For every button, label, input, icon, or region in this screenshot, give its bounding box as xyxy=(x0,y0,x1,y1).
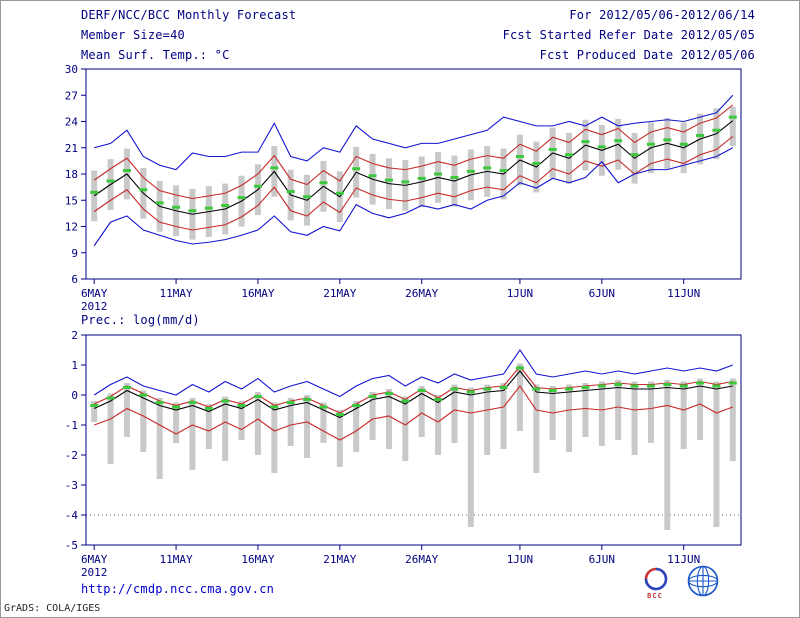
svg-text:11MAY: 11MAY xyxy=(160,553,193,566)
svg-text:-5: -5 xyxy=(65,539,78,552)
fcst-produced-date-label: Fcst Produced Date 2012/05/06 xyxy=(539,48,755,62)
svg-text:24: 24 xyxy=(65,116,79,129)
cma-ncc-logo xyxy=(685,563,721,599)
svg-text:11MAY: 11MAY xyxy=(160,287,193,300)
svg-text:26MAY: 26MAY xyxy=(405,553,438,566)
svg-text:0: 0 xyxy=(71,389,78,402)
precip-panel-label: Prec.: log(mm/d) xyxy=(81,313,200,327)
svg-text:-4: -4 xyxy=(65,509,79,522)
temperature-panel-label: Mean Surf. Temp.: °C xyxy=(81,48,230,62)
svg-text:21MAY: 21MAY xyxy=(323,287,356,300)
svg-text:6MAY: 6MAY xyxy=(81,287,108,300)
svg-text:6JUN: 6JUN xyxy=(589,287,616,300)
svg-text:21: 21 xyxy=(65,142,78,155)
svg-text:16MAY: 16MAY xyxy=(241,287,274,300)
svg-text:6JUN: 6JUN xyxy=(589,553,616,566)
svg-text:30: 30 xyxy=(65,63,78,76)
page-title: DERF/NCC/BCC Monthly Forecast xyxy=(81,8,297,22)
svg-text:11JUN: 11JUN xyxy=(667,553,700,566)
fcst-start-date-label: Fcst Started Refer Date 2012/05/05 xyxy=(502,28,755,42)
svg-text:6: 6 xyxy=(71,273,78,286)
svg-text:11JUN: 11JUN xyxy=(667,287,700,300)
svg-text:2012: 2012 xyxy=(81,300,108,313)
svg-text:-2: -2 xyxy=(65,449,78,462)
svg-text:15: 15 xyxy=(65,194,78,207)
svg-text:1JUN: 1JUN xyxy=(507,553,534,566)
svg-text:1JUN: 1JUN xyxy=(507,287,534,300)
member-size-label: Member Size=40 xyxy=(81,28,185,42)
svg-text:2: 2 xyxy=(71,329,78,342)
svg-text:2012: 2012 xyxy=(81,566,108,579)
forecast-period-label: For 2012/05/06-2012/06/14 xyxy=(569,8,755,22)
bcc-swirl-icon xyxy=(644,567,668,591)
svg-text:6MAY: 6MAY xyxy=(81,553,108,566)
bcc-logo-label: BCC xyxy=(647,592,663,600)
svg-text:16MAY: 16MAY xyxy=(241,553,274,566)
globe-icon xyxy=(687,565,719,597)
svg-text:1: 1 xyxy=(71,359,78,372)
svg-text:12: 12 xyxy=(65,221,78,234)
svg-text:9: 9 xyxy=(71,247,78,260)
bcc-logo: BCC xyxy=(640,566,670,600)
svg-text:-1: -1 xyxy=(65,419,78,432)
svg-text:27: 27 xyxy=(65,89,78,102)
svg-text:26MAY: 26MAY xyxy=(405,287,438,300)
svg-text:-3: -3 xyxy=(65,479,78,492)
svg-text:18: 18 xyxy=(65,168,78,181)
svg-text:21MAY: 21MAY xyxy=(323,553,356,566)
website-link[interactable]: http://cmdp.ncc.cma.gov.cn xyxy=(81,582,275,596)
grads-credit: GrADS: COLA/IGES xyxy=(4,603,101,614)
temperature-chart: 6 9 12 15 18 21 24 27 30 6MAY 11MAY 16MAY 21MAY 26MAY… xyxy=(65,63,742,313)
